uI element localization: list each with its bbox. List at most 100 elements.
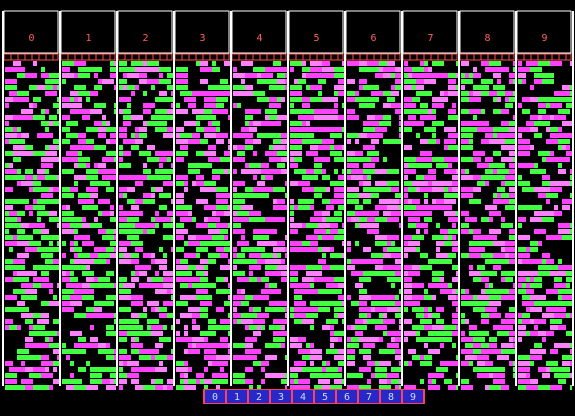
noise-block <box>17 355 29 360</box>
noise-block <box>155 289 167 294</box>
noise-block <box>131 295 139 300</box>
noise-block <box>281 157 287 162</box>
noise-block <box>41 271 49 276</box>
footer-button-label[interactable]: 7 <box>366 392 372 403</box>
footer-button-label[interactable]: 2 <box>256 392 262 403</box>
noise-block <box>192 343 196 348</box>
footer-button[interactable] <box>293 390 313 403</box>
noise-block <box>233 247 237 252</box>
footer-button[interactable] <box>205 390 225 403</box>
noise-block <box>306 85 310 90</box>
noise-block <box>432 157 444 162</box>
footer-button[interactable] <box>271 390 291 403</box>
footer-button-label[interactable]: 8 <box>388 392 394 403</box>
noise-block <box>518 361 530 366</box>
noise-block <box>432 61 436 66</box>
noise-block <box>294 205 298 210</box>
noise-block <box>485 307 497 312</box>
noise-block <box>330 265 342 270</box>
noise-block <box>94 163 98 168</box>
noise-block <box>554 343 562 348</box>
noise-block <box>477 265 485 270</box>
noise-block <box>196 271 204 276</box>
noise-block <box>277 67 285 72</box>
noise-block <box>497 193 501 198</box>
noise-block <box>41 67 45 72</box>
footer-button-label[interactable]: 3 <box>278 392 284 403</box>
noise-block <box>306 73 310 78</box>
noise-block <box>180 205 192 210</box>
noise-block <box>513 145 515 150</box>
noise-block <box>326 187 330 192</box>
footer-button[interactable] <box>315 390 335 403</box>
noise-block <box>290 103 294 108</box>
noise-block <box>522 259 526 264</box>
footer-button[interactable] <box>403 390 423 403</box>
noise-block <box>509 193 515 198</box>
noise-block <box>546 361 558 366</box>
noise-block <box>440 163 444 168</box>
noise-block <box>114 283 116 288</box>
noise-block <box>62 157 66 162</box>
noise-block <box>513 367 515 372</box>
noise-block <box>119 379 127 384</box>
footer-button-label[interactable]: 6 <box>344 392 350 403</box>
footer-button[interactable] <box>227 390 247 403</box>
noise-block <box>347 295 351 300</box>
noise-block <box>513 319 515 324</box>
noise-block <box>25 169 33 174</box>
noise-block <box>334 91 338 96</box>
noise-block <box>554 283 566 288</box>
noise-block <box>469 97 481 102</box>
footer-button-label[interactable]: 0 <box>212 392 218 403</box>
noise-block <box>493 169 497 174</box>
noise-block <box>151 319 159 324</box>
noise-block <box>86 139 94 144</box>
noise-block <box>224 61 230 66</box>
noise-block <box>334 151 342 156</box>
noise-block <box>375 217 387 222</box>
noise-block <box>420 151 432 156</box>
noise-block <box>367 103 371 108</box>
footer-button-label[interactable]: 1 <box>234 392 240 403</box>
noise-block <box>74 247 78 252</box>
noise-block <box>550 133 562 138</box>
noise-block <box>513 349 515 354</box>
noise-block <box>208 157 220 162</box>
noise-block <box>285 355 287 360</box>
footer-button-label[interactable]: 4 <box>300 392 306 403</box>
noise-block <box>265 109 277 114</box>
noise-block <box>261 169 269 174</box>
footer-button-label[interactable]: 5 <box>322 392 328 403</box>
noise-block <box>420 187 432 192</box>
noise-block <box>294 319 302 324</box>
noise-block <box>404 253 408 258</box>
noise-block <box>245 217 249 222</box>
noise-block <box>570 61 572 66</box>
noise-block <box>5 79 17 84</box>
noise-block <box>94 103 106 108</box>
noise-block <box>518 319 522 324</box>
noise-block <box>216 193 224 198</box>
noise-block <box>363 199 371 204</box>
footer-button[interactable] <box>249 390 269 403</box>
noise-block <box>461 331 465 336</box>
noise-block <box>367 97 379 102</box>
noise-block <box>269 169 277 174</box>
footer-button[interactable] <box>381 390 401 403</box>
noise-block <box>216 277 224 282</box>
noise-block <box>261 361 269 366</box>
footer-button[interactable] <box>359 390 379 403</box>
footer-button-label[interactable]: 9 <box>410 392 416 403</box>
noise-block <box>395 355 401 360</box>
noise-block <box>322 235 334 240</box>
noise-block <box>330 385 342 390</box>
column-header <box>117 10 173 54</box>
noise-block <box>461 109 469 114</box>
noise-block <box>322 199 330 204</box>
noise-block <box>171 97 173 102</box>
footer-button[interactable] <box>337 390 357 403</box>
noise-block <box>290 133 302 138</box>
noise-block <box>395 295 399 300</box>
noise-block <box>290 67 294 72</box>
